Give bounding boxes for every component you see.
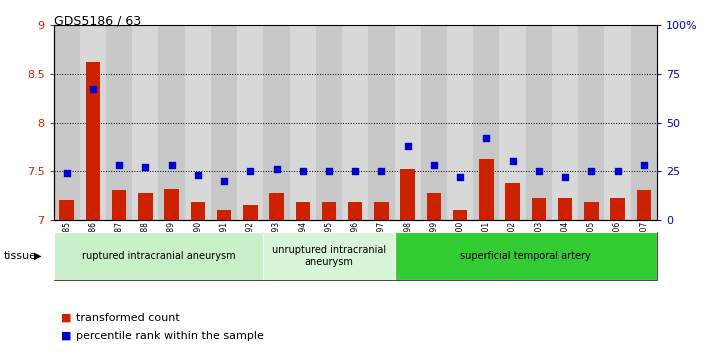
Point xyxy=(481,135,492,141)
Point xyxy=(271,166,282,172)
Bar xyxy=(164,188,178,220)
Bar xyxy=(610,198,625,220)
Text: ▶: ▶ xyxy=(34,251,42,261)
Point xyxy=(114,162,125,168)
Bar xyxy=(54,232,263,280)
Bar xyxy=(322,202,336,220)
Bar xyxy=(395,25,421,220)
Bar xyxy=(479,159,493,220)
Bar xyxy=(54,25,80,220)
Text: unruptured intracranial
aneurysm: unruptured intracranial aneurysm xyxy=(272,245,386,267)
Bar xyxy=(421,25,447,220)
Point xyxy=(297,168,308,174)
Point xyxy=(402,143,413,149)
Bar xyxy=(374,202,388,220)
Text: superficial temporal artery: superficial temporal artery xyxy=(461,251,591,261)
Bar xyxy=(637,191,651,220)
Bar xyxy=(552,25,578,220)
Point xyxy=(612,168,623,174)
Bar xyxy=(348,202,363,220)
Bar xyxy=(532,198,546,220)
Bar xyxy=(132,25,159,220)
Point xyxy=(507,159,518,164)
Bar xyxy=(526,25,552,220)
Bar xyxy=(263,25,290,220)
Point xyxy=(87,87,99,93)
Point xyxy=(166,162,177,168)
Text: ■: ■ xyxy=(61,331,71,341)
Bar xyxy=(296,202,310,220)
Point xyxy=(533,168,545,174)
Bar xyxy=(500,25,526,220)
Bar xyxy=(243,205,258,220)
Bar xyxy=(217,210,231,220)
Bar xyxy=(211,25,237,220)
Text: ■: ■ xyxy=(61,313,71,323)
Bar xyxy=(342,25,368,220)
Text: percentile rank within the sample: percentile rank within the sample xyxy=(76,331,264,341)
Bar xyxy=(191,202,205,220)
Bar xyxy=(578,25,605,220)
Bar xyxy=(427,193,441,220)
Text: transformed count: transformed count xyxy=(76,313,180,323)
Bar xyxy=(447,25,473,220)
Point xyxy=(454,174,466,180)
Text: ruptured intracranial aneurysm: ruptured intracranial aneurysm xyxy=(81,251,236,261)
Point xyxy=(350,168,361,174)
Bar xyxy=(159,25,185,220)
Bar xyxy=(401,169,415,220)
Point xyxy=(559,174,570,180)
Point xyxy=(638,162,650,168)
Point xyxy=(140,164,151,170)
Bar xyxy=(558,198,573,220)
Point xyxy=(428,162,440,168)
Bar xyxy=(473,25,500,220)
Bar xyxy=(86,62,100,220)
Bar xyxy=(395,232,657,280)
Point xyxy=(323,168,335,174)
Point xyxy=(376,168,387,174)
Bar xyxy=(185,25,211,220)
Bar xyxy=(368,25,395,220)
Bar xyxy=(80,25,106,220)
Bar xyxy=(584,202,598,220)
Bar xyxy=(290,25,316,220)
Bar xyxy=(605,25,630,220)
Point xyxy=(61,170,72,176)
Bar xyxy=(106,25,132,220)
Text: tissue: tissue xyxy=(4,251,36,261)
Text: GDS5186 / 63: GDS5186 / 63 xyxy=(54,15,141,28)
Bar xyxy=(453,210,468,220)
Bar xyxy=(316,25,342,220)
Point xyxy=(192,172,203,178)
Bar xyxy=(112,191,126,220)
Bar xyxy=(237,25,263,220)
Bar xyxy=(138,193,153,220)
Point xyxy=(585,168,597,174)
Bar xyxy=(59,200,74,220)
Bar xyxy=(263,232,395,280)
Bar xyxy=(269,193,283,220)
Point xyxy=(218,178,230,184)
Bar xyxy=(630,25,657,220)
Point xyxy=(245,168,256,174)
Bar xyxy=(506,183,520,220)
